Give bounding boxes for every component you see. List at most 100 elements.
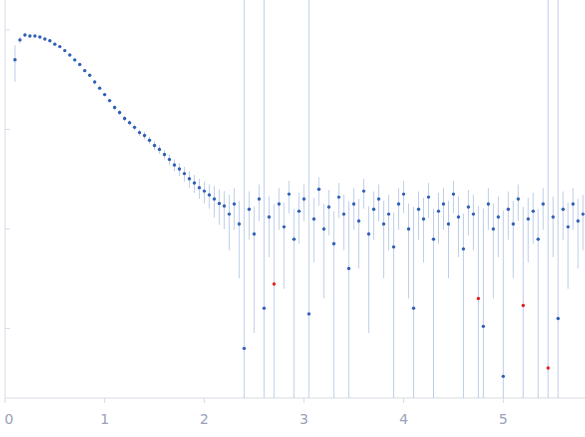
error-bar (578, 199, 579, 269)
point (402, 192, 405, 195)
point (352, 202, 355, 205)
point (357, 219, 360, 222)
error-bar (274, 204, 275, 398)
point (28, 34, 31, 37)
point (88, 74, 91, 77)
point (522, 304, 525, 307)
point (322, 227, 325, 230)
error-bar (219, 189, 220, 224)
error-bar (533, 193, 534, 244)
point (302, 197, 305, 200)
point (237, 222, 240, 225)
point (327, 205, 330, 208)
error-bar (548, 0, 549, 398)
point (58, 45, 61, 48)
error-bar (224, 191, 225, 229)
point (23, 33, 26, 36)
point (267, 215, 270, 218)
point (342, 212, 345, 215)
point (457, 215, 460, 218)
point (502, 375, 505, 378)
point (546, 366, 549, 369)
error-bar (463, 213, 464, 398)
point (38, 35, 41, 38)
error-bar (518, 184, 519, 221)
point (98, 86, 101, 89)
point (103, 93, 106, 96)
error-bar (368, 206, 369, 333)
point (68, 53, 71, 56)
error-bar (418, 191, 419, 239)
point (571, 202, 574, 205)
error-bar (343, 195, 344, 251)
x-tick (5, 398, 6, 403)
error-bar (408, 204, 409, 299)
error-bar (568, 202, 569, 288)
error-bar (308, 0, 309, 398)
point (118, 111, 121, 114)
point (193, 181, 196, 184)
x-tick (503, 398, 504, 403)
point (482, 325, 485, 328)
point (148, 138, 151, 141)
error-bar (239, 201, 240, 278)
error-bar (259, 184, 260, 221)
point (536, 237, 539, 240)
y-tick (5, 29, 10, 30)
point (178, 167, 181, 170)
point (467, 205, 470, 208)
point (566, 225, 569, 228)
point (387, 212, 390, 215)
error-bar (498, 196, 499, 257)
error-bar (353, 188, 354, 230)
point (561, 207, 564, 210)
error-bar (438, 193, 439, 244)
point (78, 63, 81, 66)
error-bar (313, 198, 314, 263)
point (242, 347, 245, 350)
point (442, 202, 445, 205)
point (292, 237, 295, 240)
point (53, 42, 56, 45)
point (48, 39, 51, 42)
point (113, 106, 116, 109)
error-bar (279, 188, 280, 230)
error-bar (393, 213, 394, 398)
x-tick (104, 398, 105, 403)
point (382, 222, 385, 225)
error-bar (383, 201, 384, 278)
error-bar (328, 190, 329, 235)
error-bar (558, 0, 559, 398)
point (277, 202, 280, 205)
x-tick-label: 1 (100, 411, 109, 427)
point (531, 209, 534, 212)
error-bar (468, 190, 469, 235)
point (581, 212, 584, 215)
error-bar (503, 210, 504, 398)
error-bar (348, 201, 349, 398)
error-bar (264, 0, 265, 398)
point (307, 312, 310, 315)
error-bar (513, 201, 514, 278)
point (218, 202, 221, 205)
point (33, 34, 36, 37)
point (168, 158, 171, 161)
point (257, 197, 260, 200)
point (203, 189, 206, 192)
error-bar (249, 191, 250, 239)
point (158, 148, 161, 151)
error-bar (478, 206, 479, 398)
error-bar (338, 183, 339, 218)
point (417, 207, 420, 210)
point (252, 232, 255, 235)
error-bar (333, 211, 334, 398)
error-bar (508, 191, 509, 239)
point (223, 204, 226, 207)
point (228, 212, 231, 215)
error-bar (563, 191, 564, 239)
point (512, 222, 515, 225)
x-tick-label: 2 (200, 411, 209, 427)
error-bar (318, 177, 319, 206)
points (13, 33, 584, 378)
error-bar (323, 204, 324, 299)
